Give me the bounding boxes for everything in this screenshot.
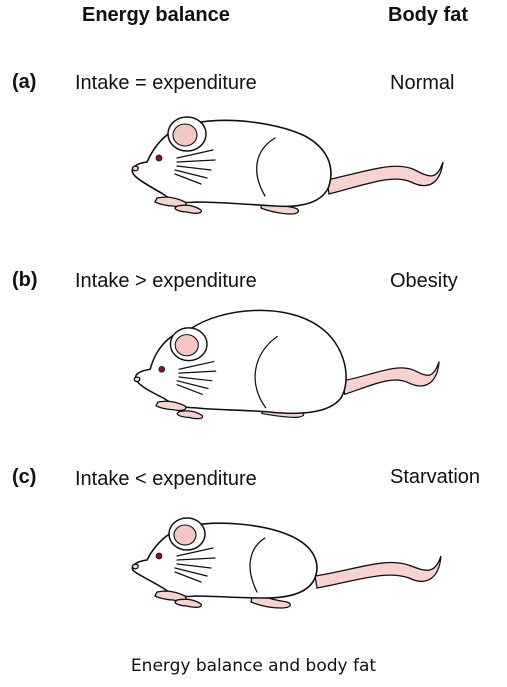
row-c-equation: Intake < expenditure [75,468,257,490]
mouse-obese-icon [133,309,440,420]
row-b-letter: (b) [12,269,38,291]
energy-balance-header: Energy balance [82,4,230,26]
row-c-body-fat: Starvation [390,466,481,488]
body-fat-header: Body fat [388,4,468,26]
row-c-letter: (c) [12,466,37,488]
mouse-thin-icon [131,517,442,609]
row-a-letter: (a) [12,71,37,93]
mouse-normal-icon [131,116,444,215]
row-a-body-fat: Normal [390,72,455,94]
row-b-equation: Intake > expenditure [75,270,257,292]
row-b-body-fat: Obesity [390,270,458,292]
row-a-equation: Intake = expenditure [75,72,257,94]
figure-caption: Energy balance and body fat [130,656,377,676]
